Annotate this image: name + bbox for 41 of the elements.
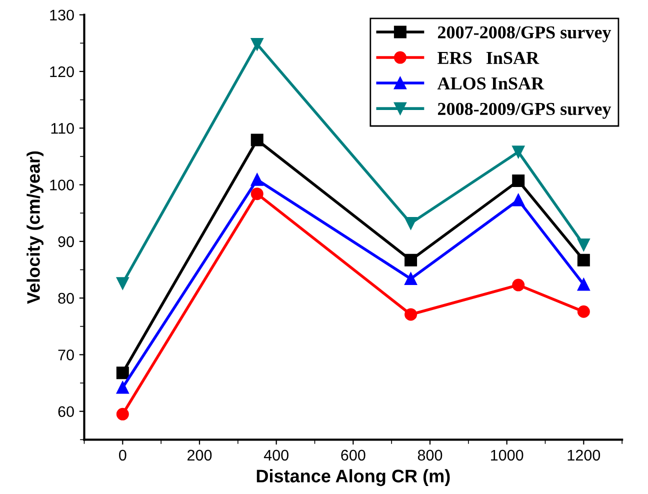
x-tick-label: 1200 (568, 450, 600, 461)
x-tick-label: 200 (188, 450, 212, 461)
point (116, 277, 129, 290)
point (116, 366, 129, 380)
y-tick-label: 70 (58, 350, 74, 360)
point (404, 217, 418, 230)
point (404, 254, 418, 266)
point (512, 146, 525, 158)
point (250, 188, 264, 200)
x-tick-label: 800 (418, 450, 442, 461)
legend-label: ERS InSAR (438, 52, 540, 64)
point (512, 194, 525, 206)
y-tick-label: 110 (51, 122, 74, 134)
y-tick-label: 90 (58, 236, 74, 248)
legend-label: ALOS InSAR (437, 77, 544, 90)
y-axis-title: Velocity (cm/year) (26, 151, 44, 304)
point (250, 134, 264, 146)
x-tick-label: 600 (341, 450, 366, 461)
y-tick-label: 80 (58, 292, 74, 304)
legend-label: 2008-2009/GPS survey (438, 102, 612, 119)
point (577, 305, 590, 318)
point (577, 254, 590, 266)
x-axis-title: Distance Along CR (m) (256, 469, 450, 486)
point (404, 272, 418, 286)
x-tick-label: 400 (264, 450, 288, 461)
point (404, 308, 418, 321)
y-tick-label: 130 (50, 10, 74, 21)
x-tick-label: 0 (119, 450, 126, 461)
x-tick-label: 1000 (491, 450, 524, 461)
legend-label: 2007-2008/GPS survey (438, 26, 612, 42)
point (116, 381, 129, 394)
point (577, 278, 590, 291)
y-tick-label: 100 (50, 180, 74, 190)
point (250, 38, 264, 51)
point (512, 278, 525, 292)
point (250, 173, 264, 186)
y-tick-label: 60 (58, 406, 74, 418)
point (577, 238, 590, 252)
point (116, 408, 129, 420)
y-tick-label: 120 (50, 66, 74, 78)
point (512, 174, 525, 188)
